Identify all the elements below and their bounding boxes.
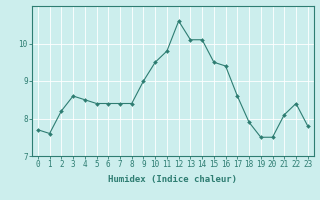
- X-axis label: Humidex (Indice chaleur): Humidex (Indice chaleur): [108, 175, 237, 184]
